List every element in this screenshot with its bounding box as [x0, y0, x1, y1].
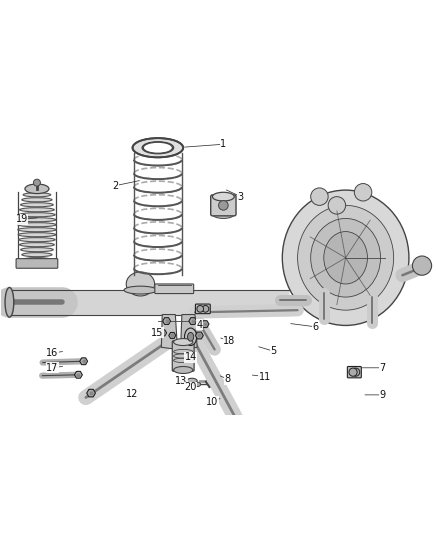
FancyBboxPatch shape — [155, 284, 194, 294]
Ellipse shape — [328, 197, 346, 214]
Text: 3: 3 — [238, 192, 244, 201]
Text: 2: 2 — [112, 181, 118, 191]
Ellipse shape — [19, 238, 55, 242]
Circle shape — [33, 179, 40, 186]
Text: 1: 1 — [220, 139, 226, 149]
Text: 14: 14 — [184, 352, 197, 362]
Ellipse shape — [5, 287, 14, 317]
Text: 7: 7 — [379, 363, 385, 373]
Ellipse shape — [18, 232, 56, 237]
Text: 9: 9 — [379, 390, 385, 400]
Polygon shape — [201, 321, 209, 328]
Polygon shape — [169, 333, 176, 338]
Ellipse shape — [173, 367, 193, 374]
Ellipse shape — [133, 138, 183, 157]
Polygon shape — [87, 389, 95, 397]
Text: 4: 4 — [196, 320, 202, 329]
Text: 20: 20 — [184, 382, 197, 392]
Circle shape — [228, 419, 236, 428]
Ellipse shape — [22, 253, 52, 257]
Ellipse shape — [23, 193, 51, 197]
Polygon shape — [161, 314, 177, 350]
Ellipse shape — [311, 188, 328, 205]
Text: 5: 5 — [270, 346, 277, 356]
Ellipse shape — [194, 382, 201, 386]
Polygon shape — [74, 372, 82, 378]
Ellipse shape — [354, 183, 372, 201]
Polygon shape — [162, 318, 170, 325]
Ellipse shape — [311, 219, 381, 297]
Text: 16: 16 — [46, 348, 58, 358]
Polygon shape — [80, 358, 88, 365]
Ellipse shape — [187, 378, 197, 384]
Text: 19: 19 — [15, 214, 28, 224]
Polygon shape — [195, 332, 203, 339]
Ellipse shape — [18, 223, 56, 227]
Ellipse shape — [143, 142, 173, 154]
FancyBboxPatch shape — [211, 195, 236, 216]
Ellipse shape — [25, 184, 49, 193]
Ellipse shape — [184, 328, 197, 345]
Ellipse shape — [187, 333, 194, 341]
Ellipse shape — [18, 217, 56, 222]
Circle shape — [231, 419, 239, 428]
Circle shape — [413, 256, 431, 275]
Text: 8: 8 — [225, 374, 231, 384]
Ellipse shape — [20, 208, 54, 212]
Text: 17: 17 — [46, 363, 58, 373]
Circle shape — [251, 419, 259, 428]
Ellipse shape — [212, 210, 234, 219]
Ellipse shape — [126, 272, 155, 296]
Circle shape — [349, 368, 357, 376]
Ellipse shape — [19, 213, 55, 217]
Ellipse shape — [21, 203, 53, 207]
FancyBboxPatch shape — [195, 304, 210, 313]
Polygon shape — [180, 314, 197, 350]
Ellipse shape — [22, 198, 52, 202]
Text: 13: 13 — [175, 376, 187, 386]
Ellipse shape — [124, 286, 157, 294]
Text: 11: 11 — [259, 372, 271, 382]
Ellipse shape — [324, 231, 367, 284]
Circle shape — [253, 419, 261, 428]
Text: 18: 18 — [223, 336, 236, 346]
Ellipse shape — [20, 243, 54, 247]
Text: 6: 6 — [312, 322, 318, 332]
Ellipse shape — [297, 205, 394, 310]
Polygon shape — [189, 318, 197, 325]
Ellipse shape — [212, 192, 234, 201]
FancyBboxPatch shape — [16, 259, 58, 268]
Ellipse shape — [21, 248, 53, 252]
Text: 12: 12 — [127, 389, 139, 399]
Circle shape — [352, 368, 360, 376]
Circle shape — [197, 305, 204, 312]
FancyBboxPatch shape — [347, 367, 361, 378]
FancyBboxPatch shape — [249, 418, 263, 430]
Ellipse shape — [173, 338, 193, 345]
Circle shape — [202, 305, 209, 312]
FancyBboxPatch shape — [172, 341, 194, 372]
Text: 15: 15 — [151, 328, 163, 338]
Circle shape — [219, 200, 228, 210]
Ellipse shape — [23, 257, 51, 262]
Ellipse shape — [18, 228, 56, 232]
FancyBboxPatch shape — [226, 418, 240, 430]
Polygon shape — [159, 330, 166, 336]
Ellipse shape — [283, 190, 409, 326]
Text: 10: 10 — [206, 397, 219, 407]
